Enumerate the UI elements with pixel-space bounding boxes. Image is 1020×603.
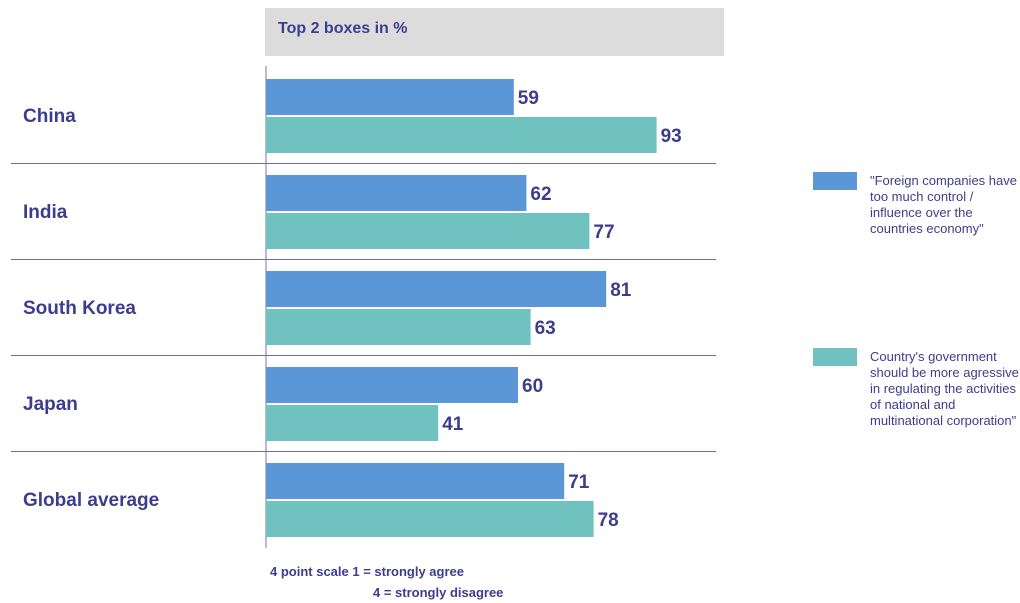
data-label-south-korea-series-1: 81 bbox=[610, 280, 632, 301]
data-label-japan-series-1: 60 bbox=[522, 376, 543, 397]
category-label-south-korea: South Korea bbox=[23, 298, 136, 319]
legend-label-series-1: "Foreign companies have too much control… bbox=[870, 173, 1017, 236]
bar-japan-series-1 bbox=[266, 367, 518, 403]
legend-swatch-series-1 bbox=[813, 172, 857, 190]
data-label-global-average-series-2: 78 bbox=[598, 510, 619, 531]
bar-south-korea-series-2 bbox=[266, 309, 531, 345]
footnote-scale-line-1: 4 point scale 1 = strongly agree bbox=[270, 564, 464, 579]
chart-title: Top 2 boxes in % bbox=[278, 20, 408, 37]
data-label-china-series-2: 93 bbox=[661, 126, 682, 147]
footnote-scale-line-2: 4 = strongly disagree bbox=[373, 585, 504, 600]
chart-header-box bbox=[265, 8, 724, 56]
category-label-china: China bbox=[23, 106, 76, 127]
legend-label-series-2: Country's government should be more agre… bbox=[870, 349, 1019, 428]
category-label-india: India bbox=[23, 202, 68, 223]
data-label-india-series-2: 77 bbox=[593, 222, 614, 243]
bar-china-series-2 bbox=[266, 117, 657, 153]
data-label-india-series-1: 62 bbox=[530, 184, 551, 205]
category-label-japan: Japan bbox=[23, 394, 78, 415]
data-label-south-korea-series-2: 63 bbox=[535, 318, 556, 339]
bar-global-average-series-1 bbox=[266, 463, 565, 499]
bar-south-korea-series-1 bbox=[266, 271, 607, 307]
data-label-global-average-series-1: 71 bbox=[568, 472, 590, 493]
data-label-china-series-1: 59 bbox=[518, 88, 539, 109]
category-label-global-average: Global average bbox=[23, 490, 159, 511]
bar-global-average-series-2 bbox=[266, 501, 594, 537]
bar-japan-series-2 bbox=[266, 405, 439, 441]
legend-swatch-series-2 bbox=[813, 348, 857, 366]
bar-india-series-1 bbox=[266, 175, 527, 211]
bar-china-series-1 bbox=[266, 79, 514, 115]
data-label-japan-series-2: 41 bbox=[442, 414, 464, 435]
bar-india-series-2 bbox=[266, 213, 590, 249]
